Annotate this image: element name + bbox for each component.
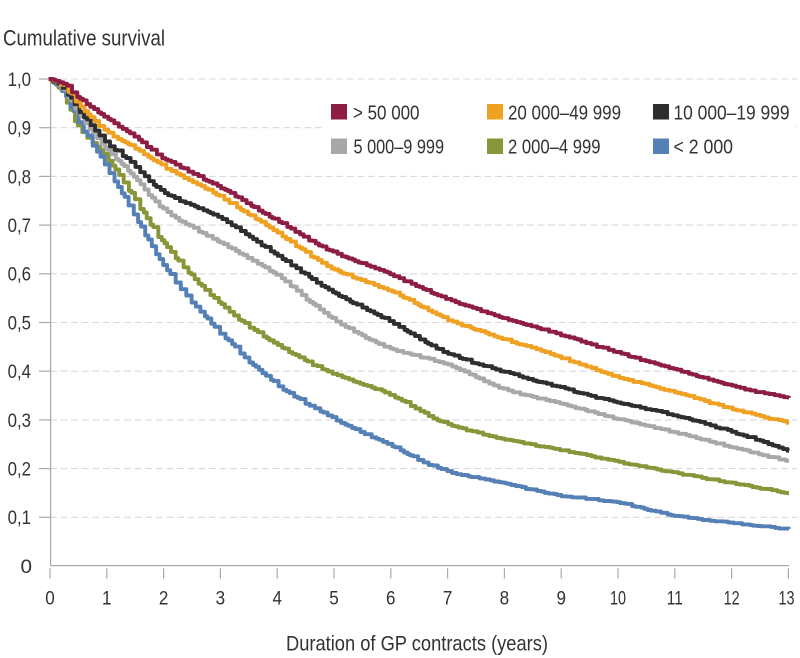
svg-text:12: 12	[724, 589, 740, 610]
svg-text:0,7: 0,7	[8, 216, 31, 237]
svg-text:2: 2	[159, 589, 169, 610]
svg-text:6: 6	[386, 589, 396, 610]
svg-text:5 000–9 999: 5 000–9 999	[354, 137, 445, 159]
svg-text:10 000–19 999: 10 000–19 999	[674, 102, 790, 124]
svg-text:0: 0	[21, 557, 33, 578]
svg-text:0,2: 0,2	[8, 460, 31, 481]
svg-text:0,4: 0,4	[8, 362, 32, 383]
svg-text:Cumulative survival: Cumulative survival	[3, 26, 165, 51]
svg-text:13: 13	[779, 589, 795, 610]
svg-text:0,3: 0,3	[8, 411, 31, 432]
svg-text:0,8: 0,8	[8, 167, 31, 188]
svg-text:3: 3	[216, 589, 226, 610]
svg-text:9: 9	[556, 589, 566, 610]
svg-text:1: 1	[102, 589, 112, 610]
svg-text:20 000–49 999: 20 000–49 999	[508, 102, 621, 124]
svg-text:< 2 000: < 2 000	[674, 137, 734, 159]
svg-text:10: 10	[610, 589, 626, 610]
svg-text:0,6: 0,6	[8, 265, 31, 286]
svg-text:7: 7	[443, 589, 453, 610]
svg-text:0: 0	[45, 589, 55, 610]
svg-text:0,1: 0,1	[8, 508, 31, 529]
svg-text:Duration of GP contracts (year: Duration of GP contracts (years)	[286, 633, 548, 656]
svg-text:2 000–4 999: 2 000–4 999	[508, 137, 601, 159]
svg-text:8: 8	[500, 589, 510, 610]
svg-text:> 50 000: > 50 000	[353, 102, 420, 124]
svg-text:0,9: 0,9	[8, 119, 31, 140]
svg-text:0,5: 0,5	[8, 313, 31, 334]
svg-text:1,0: 1,0	[8, 70, 31, 91]
svg-text:11: 11	[667, 589, 683, 610]
svg-text:5: 5	[329, 589, 339, 610]
svg-text:4: 4	[272, 589, 282, 610]
